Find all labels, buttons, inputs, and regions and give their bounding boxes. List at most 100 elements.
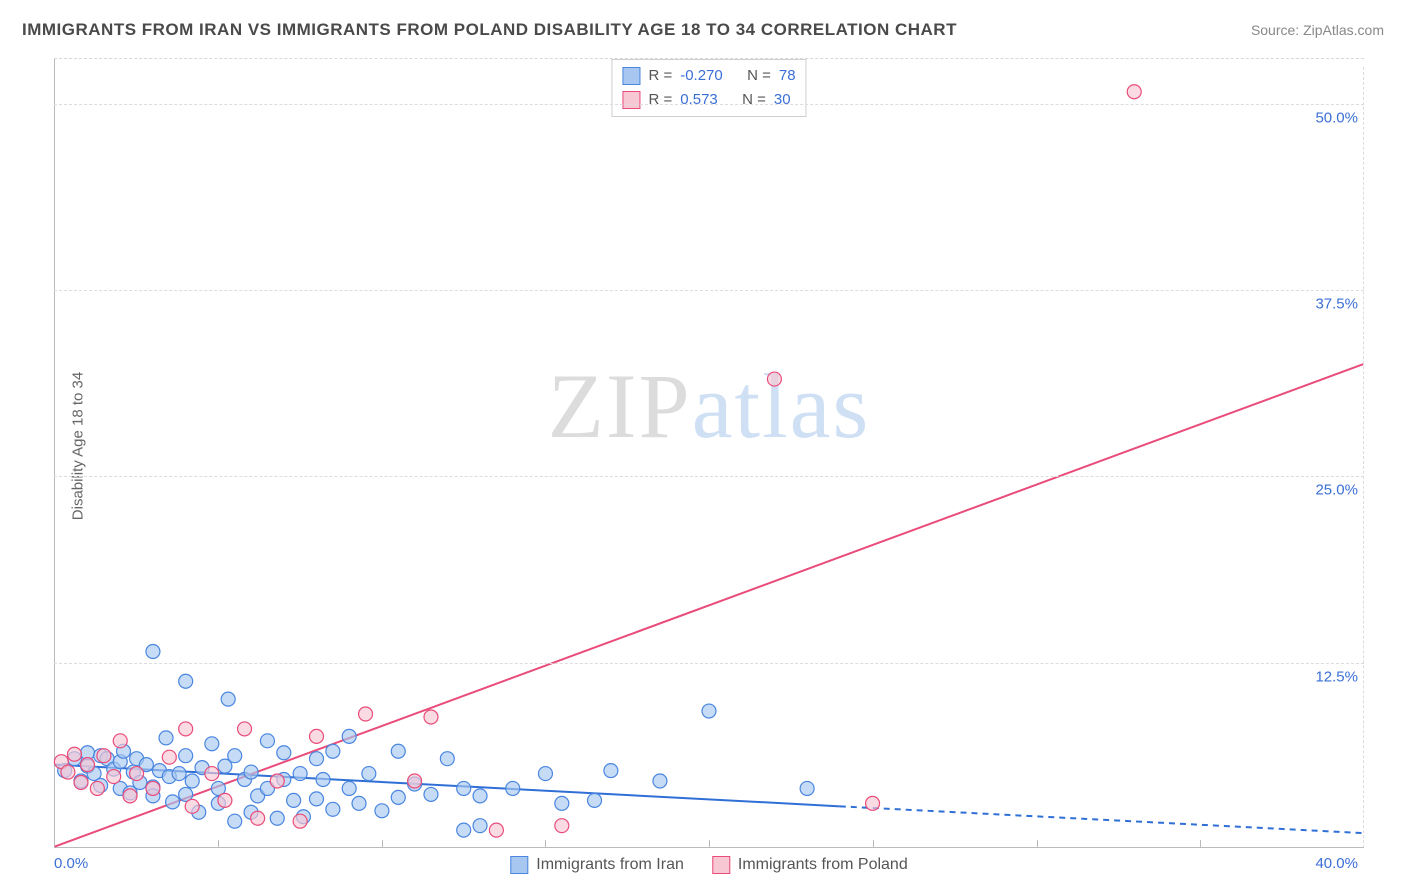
- data-point: [218, 793, 232, 807]
- data-point: [270, 811, 284, 825]
- data-point: [287, 793, 301, 807]
- gridline: [54, 290, 1364, 291]
- data-point: [1127, 85, 1141, 99]
- data-point: [653, 774, 667, 788]
- r-value-iran: -0.270: [680, 64, 723, 88]
- data-point: [228, 814, 242, 828]
- data-point: [342, 781, 356, 795]
- data-point: [185, 799, 199, 813]
- r-label: R =: [648, 88, 672, 112]
- x-tick: [218, 840, 219, 848]
- data-point: [90, 781, 104, 795]
- chart-title: IMMIGRANTS FROM IRAN VS IMMIGRANTS FROM …: [22, 20, 957, 40]
- data-point: [424, 787, 438, 801]
- data-point: [293, 767, 307, 781]
- data-point: [238, 722, 252, 736]
- data-point: [74, 776, 88, 790]
- legend-correlation: R = -0.270 N = 78 R = 0.573 N = 30: [611, 59, 806, 117]
- legend-item-iran: Immigrants from Iran: [510, 856, 684, 874]
- data-point: [310, 729, 324, 743]
- data-point: [172, 767, 186, 781]
- data-point: [800, 781, 814, 795]
- data-point: [342, 729, 356, 743]
- source-attribution: Source: ZipAtlas.com: [1251, 22, 1384, 38]
- data-point: [162, 750, 176, 764]
- data-point: [107, 770, 121, 784]
- data-point: [457, 781, 471, 795]
- data-point: [506, 781, 520, 795]
- x-tick: [873, 840, 874, 848]
- data-point: [588, 793, 602, 807]
- data-point: [555, 819, 569, 833]
- y-tick-label: 50.0%: [1315, 109, 1358, 126]
- data-point: [440, 752, 454, 766]
- data-point: [81, 758, 95, 772]
- legend-item-poland: Immigrants from Poland: [712, 856, 908, 874]
- x-tick: [1037, 840, 1038, 848]
- plot-area: ZIPatlas R = -0.270 N = 78 R = 0.573 N =…: [54, 58, 1364, 848]
- data-point: [555, 796, 569, 810]
- x-origin-label: 0.0%: [54, 855, 88, 872]
- gridline: [54, 663, 1364, 664]
- legend-row-poland: R = 0.573 N = 30: [622, 88, 795, 112]
- data-point: [205, 767, 219, 781]
- legend-series: Immigrants from Iran Immigrants from Pol…: [510, 856, 907, 874]
- data-point: [293, 814, 307, 828]
- data-point: [221, 692, 235, 706]
- data-point: [97, 749, 111, 763]
- data-point: [362, 767, 376, 781]
- data-point: [179, 674, 193, 688]
- n-value-iran: 78: [779, 64, 796, 88]
- x-tick: [382, 840, 383, 848]
- data-point: [113, 734, 127, 748]
- n-value-poland: 30: [774, 88, 791, 112]
- data-point: [316, 773, 330, 787]
- data-point: [277, 746, 291, 760]
- data-point: [61, 765, 75, 779]
- data-point: [67, 747, 81, 761]
- data-point: [260, 734, 274, 748]
- data-point: [310, 792, 324, 806]
- x-tick: [709, 840, 710, 848]
- legend-row-iran: R = -0.270 N = 78: [622, 64, 795, 88]
- data-point: [123, 789, 137, 803]
- data-point: [310, 752, 324, 766]
- n-label: N =: [747, 64, 771, 88]
- scatter-points: [54, 59, 1364, 848]
- r-label: R =: [648, 64, 672, 88]
- data-point: [146, 645, 160, 659]
- gridline: [54, 104, 1364, 105]
- legend-label-poland: Immigrants from Poland: [738, 856, 908, 874]
- y-tick-label: 25.0%: [1315, 482, 1358, 499]
- data-point: [489, 823, 503, 837]
- data-point: [326, 802, 340, 816]
- data-point: [424, 710, 438, 724]
- data-point: [473, 819, 487, 833]
- data-point: [244, 765, 258, 779]
- data-point: [205, 737, 219, 751]
- data-point: [375, 804, 389, 818]
- data-point: [228, 749, 242, 763]
- y-tick-label: 12.5%: [1315, 668, 1358, 685]
- data-point: [391, 744, 405, 758]
- data-point: [352, 796, 366, 810]
- data-point: [179, 722, 193, 736]
- data-point: [359, 707, 373, 721]
- data-point: [702, 704, 716, 718]
- swatch-poland-bottom: [712, 856, 730, 874]
- data-point: [179, 749, 193, 763]
- data-point: [270, 774, 284, 788]
- data-point: [767, 372, 781, 386]
- gridline: [54, 476, 1364, 477]
- x-tick: [1200, 840, 1201, 848]
- data-point: [391, 790, 405, 804]
- data-point: [251, 811, 265, 825]
- data-point: [159, 731, 173, 745]
- x-tick: [545, 840, 546, 848]
- data-point: [866, 796, 880, 810]
- x-max-label: 40.0%: [1315, 855, 1358, 872]
- swatch-iran: [622, 67, 640, 85]
- swatch-iran-bottom: [510, 856, 528, 874]
- data-point: [130, 767, 144, 781]
- data-point: [146, 781, 160, 795]
